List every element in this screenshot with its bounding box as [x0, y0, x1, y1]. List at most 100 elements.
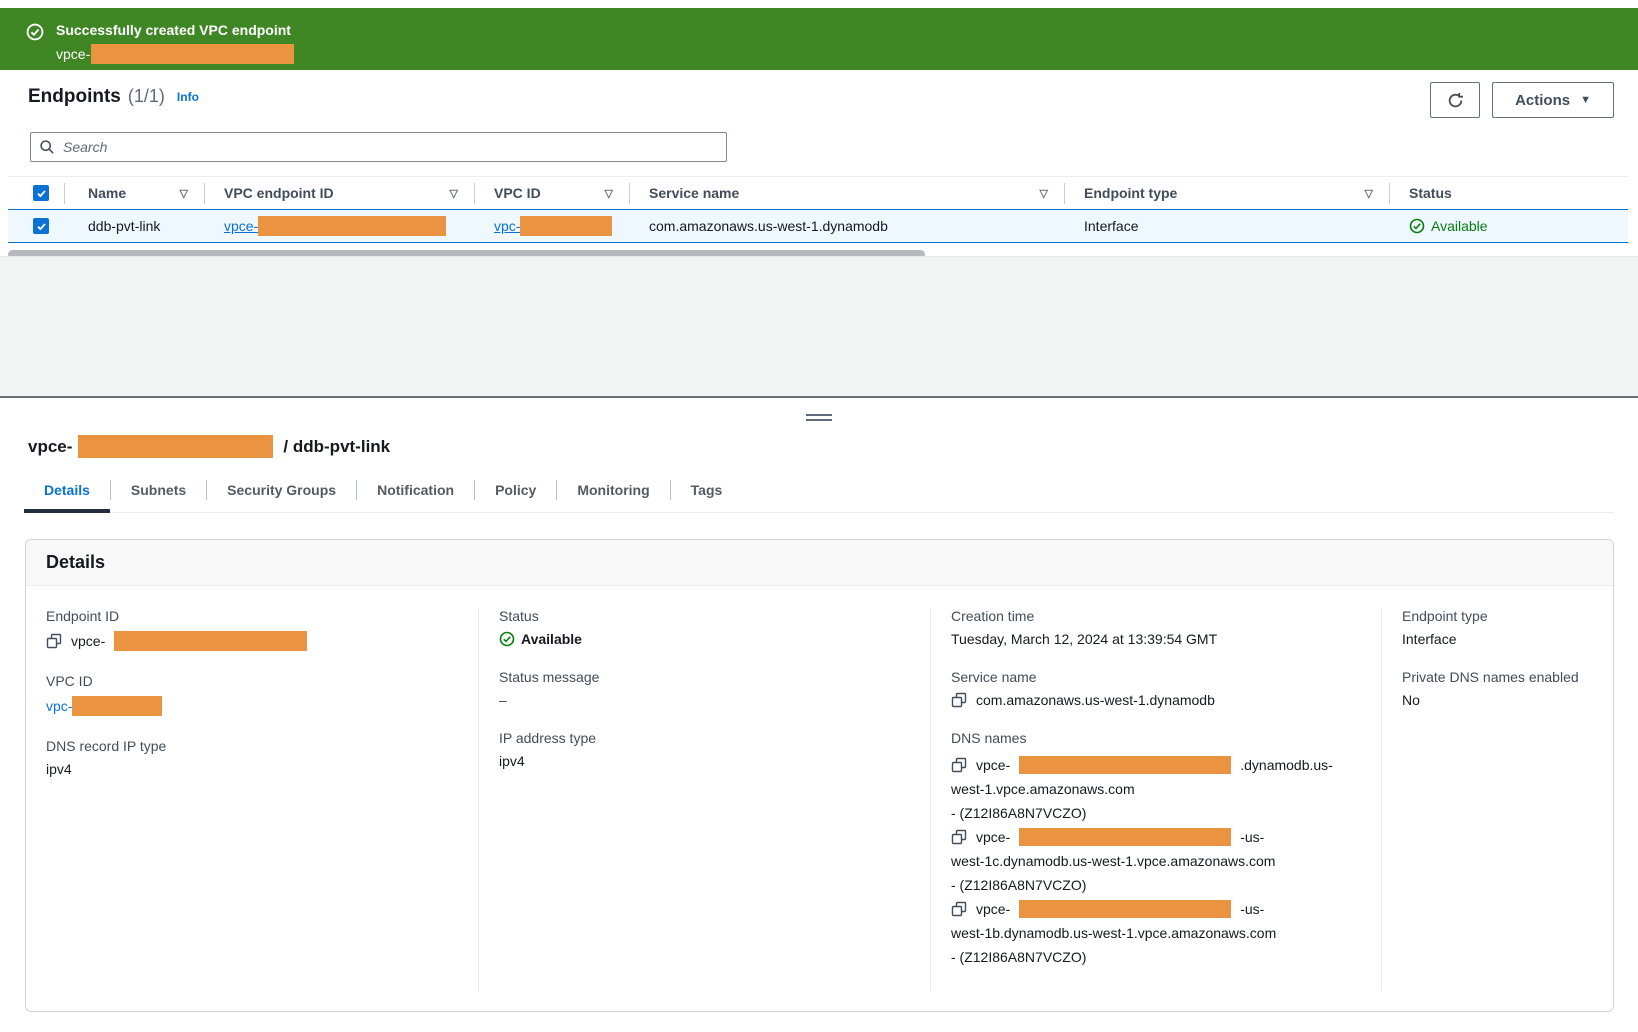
column-header-vpc-endpoint-id[interactable]: VPC endpoint ID ▽ — [204, 177, 474, 209]
column-divider — [474, 183, 475, 204]
column-header-service-name[interactable]: Service name ▽ — [629, 177, 1064, 209]
dns-suffix: .dynamodb.us- — [1240, 757, 1333, 773]
cell-vpc-endpoint-id: vpce- — [204, 216, 474, 236]
field-label: DNS record IP type — [46, 738, 167, 754]
status-text: Available — [1431, 218, 1488, 234]
column-header-label: Service name — [649, 185, 740, 201]
check-icon — [36, 222, 46, 230]
copy-icon[interactable] — [951, 692, 967, 708]
field-ip-address-type: IP address type ipv4 — [499, 730, 906, 769]
tab-monitoring[interactable]: Monitoring — [577, 482, 650, 498]
sort-icon[interactable]: ▽ — [1039, 187, 1048, 200]
dns-suffix: -us- — [1240, 829, 1265, 845]
vpc-endpoint-id-link[interactable]: vpce- — [224, 218, 259, 234]
chevron-down-icon: ▼ — [1580, 94, 1591, 106]
tab-details[interactable]: Details — [24, 474, 110, 513]
tab-notification[interactable]: Notification — [377, 482, 455, 498]
split-pane-gap — [0, 256, 1638, 398]
field-value: – — [499, 692, 507, 708]
sort-icon[interactable]: ▽ — [604, 187, 613, 200]
search-box[interactable] — [30, 132, 727, 162]
dns-line2: west-1c.dynamodb.us-west-1.vpce.amazonaw… — [951, 853, 1276, 869]
row-checkbox[interactable] — [33, 218, 49, 234]
detail-title: vpce- / ddb-pvt-link — [28, 435, 1638, 458]
field-service-name: Service name com.amazonaws.us-west-1.dyn… — [951, 669, 1357, 708]
copy-icon[interactable] — [951, 829, 967, 845]
details-column-2: Status Available Status message – — [478, 608, 930, 991]
details-column-1: Endpoint ID vpce- VPC ID — [26, 608, 478, 991]
cell-service-name: com.amazonaws.us-west-1.dynamodb — [649, 218, 888, 234]
redacted-value — [1019, 828, 1232, 846]
field-endpoint-type: Endpoint type Interface — [1402, 608, 1589, 647]
field-label: DNS names — [951, 730, 1027, 746]
tab-policy[interactable]: Policy — [495, 482, 537, 498]
copy-icon[interactable] — [951, 757, 967, 773]
field-vpc-id: VPC ID vpc- — [46, 673, 454, 716]
field-value: ipv4 — [46, 761, 72, 777]
dns-name-entry: vpce- -us- west-1c.dynamodb.us-west-1.vpc… — [951, 825, 1357, 897]
status-available-icon — [1409, 218, 1425, 234]
field-dns-names: DNS names vpce- .dynamodb.us- — [951, 730, 1357, 969]
field-creation-time: Creation time Tuesday, March 12, 2024 at… — [951, 608, 1357, 647]
search-input[interactable] — [63, 139, 718, 155]
column-header-label: Endpoint type — [1084, 185, 1178, 201]
select-all-checkbox[interactable] — [33, 185, 49, 201]
success-check-icon — [26, 23, 44, 41]
vpc-id-link[interactable]: vpc- — [46, 698, 73, 714]
tab-security-groups[interactable]: Security Groups — [227, 482, 337, 498]
endpoint-id-prefix: vpce- — [71, 633, 106, 649]
sort-icon[interactable]: ▽ — [449, 187, 458, 200]
dns-prefix: vpce- — [976, 829, 1011, 845]
flash-resource-prefix: vpce- — [56, 46, 91, 62]
tab-divider — [474, 480, 476, 500]
copy-icon[interactable] — [951, 901, 967, 917]
tab-tags[interactable]: Tags — [690, 482, 723, 498]
details-card-header: Details — [26, 540, 1613, 586]
refresh-button[interactable] — [1430, 82, 1481, 118]
column-divider — [64, 183, 65, 204]
cell-status: Available — [1389, 218, 1628, 234]
dns-line2: west-1b.dynamodb.us-west-1.vpce.amazonaw… — [951, 925, 1277, 941]
dns-line2: west-1.vpce.amazonaws.com — [951, 781, 1135, 797]
sort-icon[interactable]: ▽ — [1364, 187, 1373, 200]
details-card-title: Details — [46, 552, 106, 572]
dns-prefix: vpce- — [976, 901, 1011, 917]
actions-button-label: Actions — [1515, 91, 1571, 109]
column-header-status[interactable]: Status — [1389, 177, 1628, 209]
sort-icon[interactable]: ▽ — [179, 187, 188, 200]
scrollbar-thumb[interactable] — [8, 250, 925, 259]
dns-suffix: -us- — [1240, 901, 1265, 917]
detail-title-prefix: vpce- — [28, 436, 73, 456]
service-name-value: com.amazonaws.us-west-1.dynamodb — [976, 692, 1215, 708]
column-header-name[interactable]: Name ▽ — [64, 177, 204, 209]
flash-resource-id: vpce- — [56, 44, 295, 64]
tab-subnets[interactable]: Subnets — [130, 482, 187, 498]
field-label: Service name — [951, 669, 1037, 685]
field-label: Private DNS names enabled — [1402, 669, 1579, 685]
panel-header: Endpoints (1/1) Info Actions ▼ — [28, 82, 1614, 122]
cell-endpoint-type: Interface — [1084, 218, 1139, 234]
field-status-message: Status message – — [499, 669, 906, 708]
horizontal-scrollbar — [8, 249, 1563, 260]
endpoint-detail-pane: vpce- / ddb-pvt-link Details Subnets Sec… — [0, 400, 1638, 1032]
copy-icon[interactable] — [46, 633, 62, 649]
dns-line3: - (Z12I86A8N7VCZO) — [951, 949, 1087, 965]
status-text: Available — [521, 631, 582, 647]
actions-button[interactable]: Actions ▼ — [1492, 82, 1614, 118]
field-label: IP address type — [499, 730, 597, 746]
column-header-endpoint-type[interactable]: Endpoint type ▽ — [1064, 177, 1389, 209]
table-header-row: Name ▽ VPC endpoint ID ▽ VPC ID ▽ Servic… — [8, 176, 1628, 209]
field-dns-record-ip-type: DNS record IP type ipv4 — [46, 738, 454, 777]
info-link[interactable]: Info — [176, 90, 199, 104]
vpc-id-link[interactable]: vpc- — [494, 218, 521, 234]
split-drag-handle[interactable] — [806, 414, 832, 421]
cell-name: ddb-pvt-link — [88, 218, 161, 234]
field-value: Interface — [1402, 631, 1457, 647]
endpoints-count: (1/1) — [127, 86, 165, 106]
column-header-vpc-id[interactable]: VPC ID ▽ — [474, 177, 629, 209]
column-header-label: Name — [88, 185, 127, 201]
table-row[interactable]: ddb-pvt-link vpce- vpc- com.amazonaws.us… — [8, 209, 1628, 243]
header-checkbox-cell — [8, 177, 64, 209]
details-card-body: Endpoint ID vpce- VPC ID — [26, 586, 1613, 1011]
tab-divider — [556, 480, 558, 500]
